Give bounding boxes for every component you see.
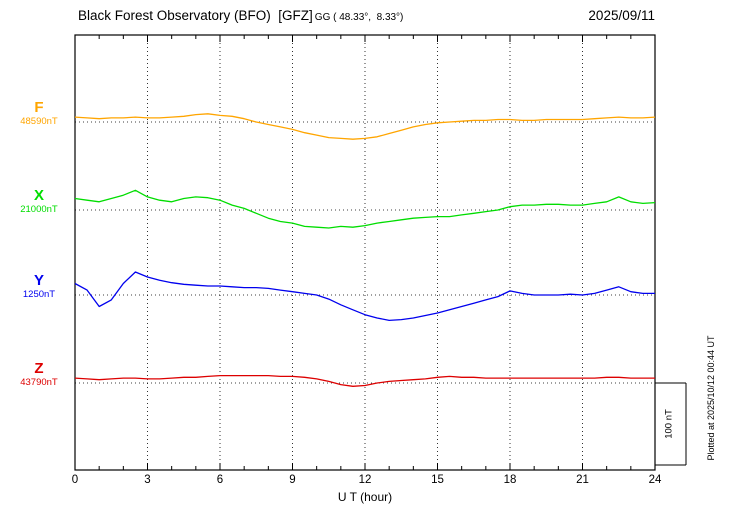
x-tick-label: 0 [71, 474, 79, 486]
series-letter: Z [34, 360, 44, 377]
x-tick-label: 24 [648, 474, 662, 486]
series-labels: F 48590nT X 21000nT Y 1250nT Z 43790nT [0, 0, 75, 520]
series-label-F: F 48590nT [8, 100, 70, 128]
series-letter: F [34, 99, 44, 116]
series-letter: Y [33, 272, 44, 289]
page-title: Black Forest Observatory (BFO) [GFZ] [78, 8, 313, 23]
series-baseline-value: 1250nT [22, 289, 56, 300]
trace-F [74, 113, 656, 140]
header-date: 2025/09/11 [588, 8, 655, 23]
x-axis-tick-labels: 0 3 6 9 12 15 18 21 24 [0, 474, 730, 490]
plotted-at-note: Plotted at 2025/10/12 00:44 UT [706, 335, 716, 461]
series-label-X: X 21000nT [8, 188, 70, 216]
trace-X [74, 189, 656, 229]
x-tick-label: 6 [216, 474, 224, 486]
x-tick-label: 21 [576, 474, 589, 486]
series-label-Y: Y 1250nT [8, 273, 70, 301]
x-tick-label: 9 [289, 474, 296, 486]
plot-border [74, 34, 656, 471]
header-coordinates: GG ( 48.33°, 8.33°) [314, 12, 404, 23]
scale-bar-label: 100 nT [663, 409, 675, 439]
x-tick-label: 15 [431, 474, 444, 486]
series-letter: X [33, 187, 44, 204]
series-baseline-value: 48590nT [20, 116, 58, 127]
series-baseline-value: 21000nT [20, 204, 58, 215]
series-label-Z: Z 43790nT [8, 361, 70, 389]
header: Black Forest Observatory (BFO) [GFZ] GG … [78, 8, 655, 23]
trace-Z [74, 374, 655, 387]
x-tick-label: 12 [358, 474, 372, 486]
x-tick-label: 18 [503, 474, 517, 486]
trace-Y [74, 271, 655, 322]
series-baseline-value: 43790nT [20, 377, 58, 388]
x-tick-label: 3 [144, 474, 151, 486]
x-axis-label: U T (hour) [337, 490, 393, 504]
